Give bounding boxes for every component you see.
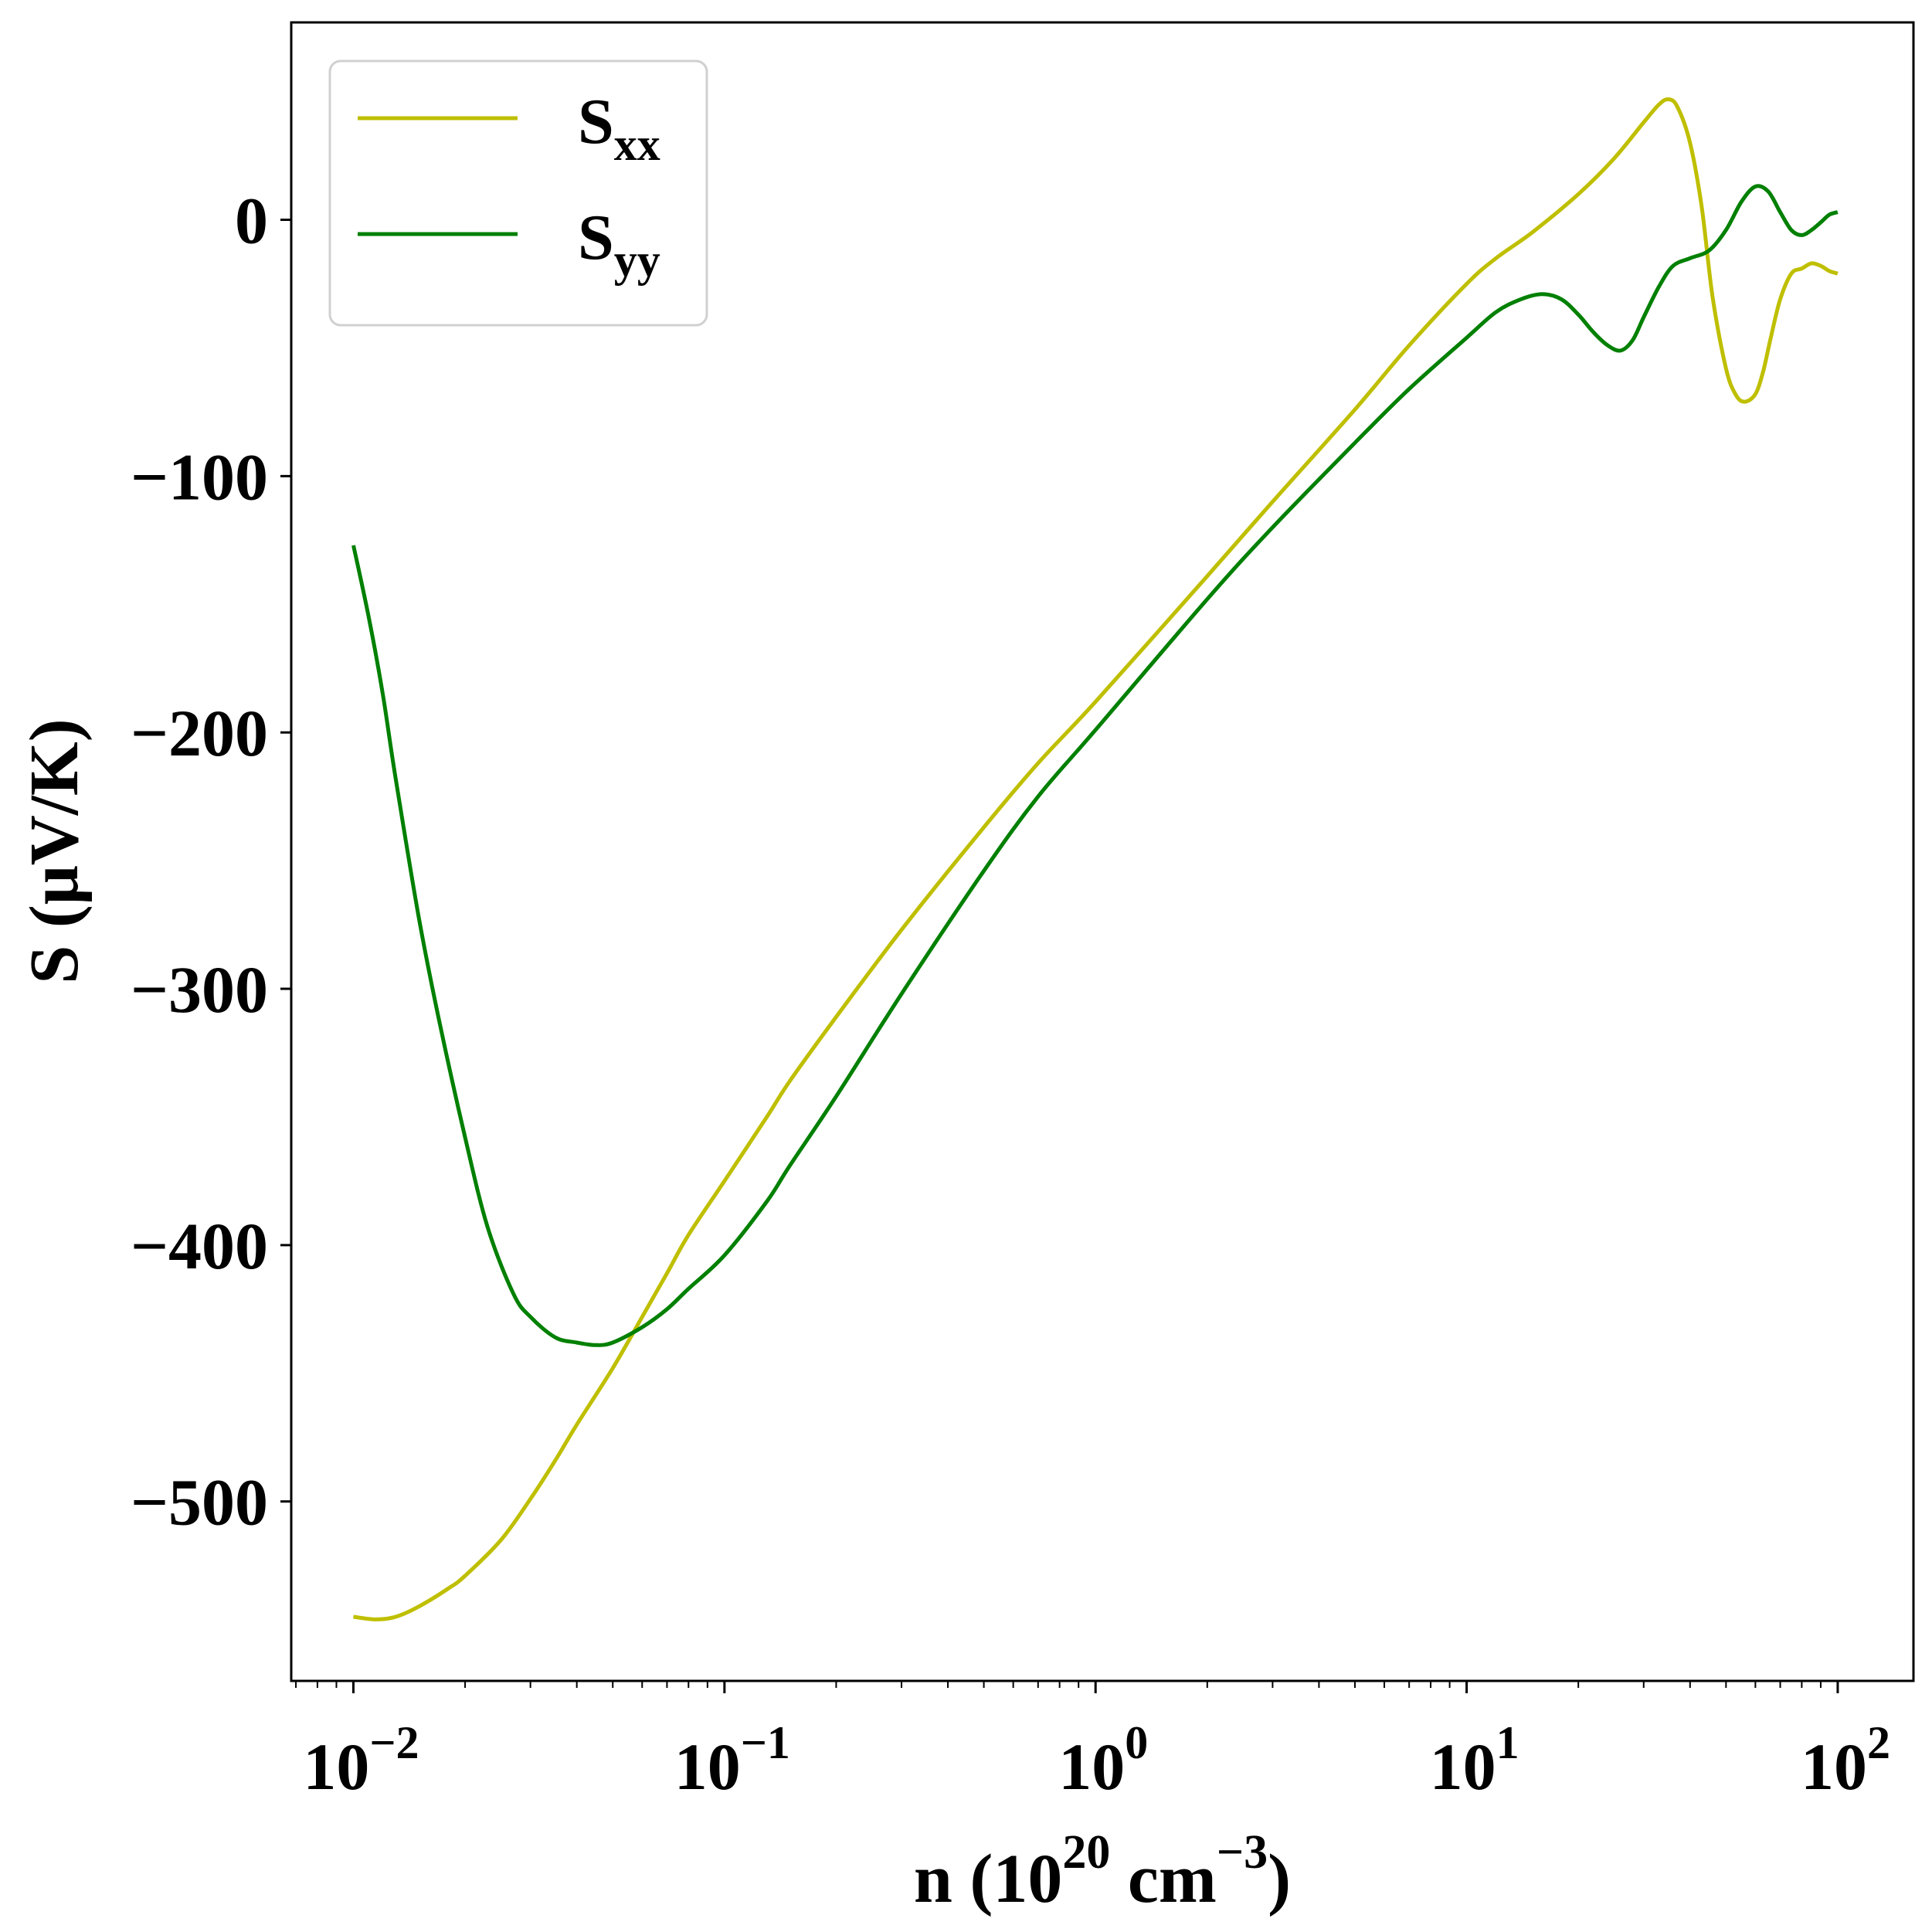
x-tick-label: 102 [1801, 1717, 1890, 1804]
x-tick-label-base: 10 [1430, 1730, 1496, 1804]
x-tick-label-base: 10 [303, 1730, 369, 1804]
x-tick-label-exp: 1 [1496, 1717, 1519, 1768]
x-tick-label: 10−1 [674, 1717, 790, 1804]
y-tick-label: 0 [235, 184, 268, 258]
y-tick-label: −300 [131, 952, 268, 1027]
x-tick-label: 101 [1430, 1717, 1519, 1804]
x-tick-label-exp: −2 [369, 1717, 419, 1768]
x-axis-label-mid: cm [1110, 1841, 1216, 1917]
legend-label-syy: Syy [578, 202, 660, 286]
plot-frame [290, 21, 1915, 1682]
series-layer [351, 97, 1839, 1621]
y-tick-label: −500 [131, 1465, 268, 1540]
y-tick-label: −400 [131, 1209, 268, 1283]
legend: Sxx Syy [328, 59, 708, 327]
x-tick-label-exp: −1 [741, 1717, 790, 1768]
y-tick-label: −100 [131, 440, 268, 514]
y-axis-ticks: 0 −100 −200 −300 −400 −500 [131, 184, 291, 1540]
y-axis-label: S (μV/K) [16, 718, 93, 984]
x-axis-label-end: ) [1268, 1841, 1291, 1917]
x-tick-label-exp: 2 [1867, 1717, 1890, 1768]
x-tick-label-exp: 0 [1125, 1717, 1148, 1768]
legend-label-syy-sub: yy [614, 235, 660, 286]
legend-label-sxx: Sxx [578, 86, 660, 170]
series-line-syy [351, 184, 1839, 1347]
x-axis-label: n (1020 cm−3) [914, 1826, 1291, 1917]
x-axis-label-sup2: −3 [1217, 1826, 1268, 1879]
legend-label-sxx-sub: xx [614, 119, 660, 170]
x-tick-label-base: 10 [674, 1730, 741, 1804]
x-axis-label-sup1: 20 [1062, 1826, 1110, 1879]
legend-label-sxx-name: S [578, 86, 614, 158]
legend-label-syy-name: S [578, 202, 614, 273]
x-tick-label-base: 10 [1058, 1730, 1125, 1804]
y-tick-label: −200 [131, 696, 268, 770]
x-axis-ticks: 10−2 10−1 100 101 102 [295, 1681, 1890, 1804]
x-tick-label: 100 [1058, 1717, 1148, 1804]
series-line-sxx [353, 97, 1839, 1621]
x-tick-label: 10−2 [303, 1717, 419, 1804]
legend-box [328, 59, 708, 327]
x-tick-label-base: 10 [1801, 1730, 1867, 1804]
x-axis-label-base: n (10 [914, 1841, 1063, 1917]
